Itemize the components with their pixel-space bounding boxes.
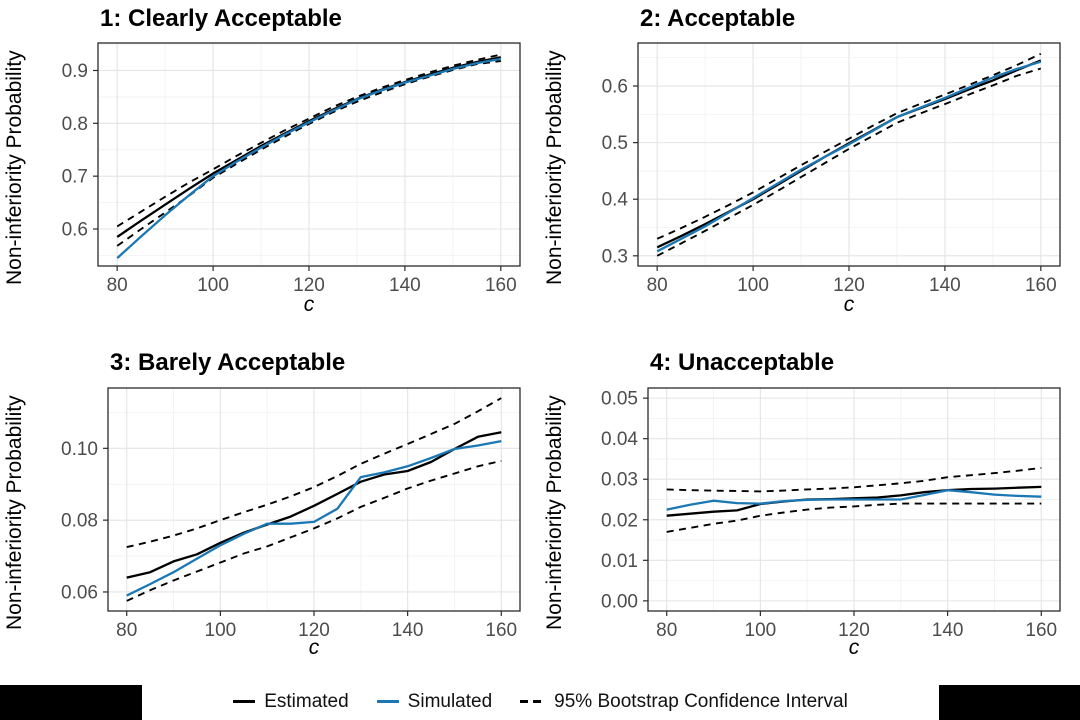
legend-item-estimated: Estimated [233,690,349,713]
x-axis-title: c [308,636,320,659]
svg-text:120: 120 [838,620,870,641]
panel-title: 4: Unacceptable [650,349,835,376]
y-axis-title: Non-inferiority Probability [543,395,566,630]
svg-text:0.6: 0.6 [602,77,628,98]
plot-area-1: 80 100 120 140 160 0.6 0.7 0.8 0.9 [62,42,521,296]
svg-text:140: 140 [929,275,961,296]
legend-row: Estimated Simulated 95% Bootstrap Confid… [0,680,1080,720]
svg-text:0.6: 0.6 [62,220,88,241]
svg-text:80: 80 [107,275,128,296]
panel-unacceptable: 80 100 120 140 160 0.00 0.01 0.02 0.03 0.04 0.05 N… [540,335,1080,680]
svg-text:0.4: 0.4 [602,190,629,211]
svg-text:0.8: 0.8 [62,114,88,135]
svg-text:0.05: 0.05 [601,389,638,410]
panel-clearly-acceptable: 80 100 120 140 160 0.6 0.7 0.8 0.9 Non-inferiori… [0,0,540,335]
svg-text:100: 100 [197,275,229,296]
svg-text:120: 120 [298,620,330,641]
plot-area-4: 80 100 120 140 160 0.00 0.01 0.02 0.03 0.04 0.05 [601,387,1061,641]
svg-text:160: 160 [1025,275,1057,296]
svg-text:160: 160 [485,275,517,296]
legend: Estimated Simulated 95% Bootstrap Confid… [142,680,939,720]
y-axis-title: Non-inferiority Probability [3,50,26,285]
svg-text:0.06: 0.06 [61,582,98,603]
redaction-bar-left [0,685,142,720]
svg-text:0.02: 0.02 [601,510,638,531]
svg-text:160: 160 [485,620,517,641]
panel-title: 3: Barely Acceptable [110,349,346,376]
x-axis-title: c [843,293,855,316]
legend-label: 95% Bootstrap Confidence Interval [554,690,848,712]
svg-text:0.3: 0.3 [602,246,628,267]
svg-text:100: 100 [737,275,769,296]
legend-item-ci: 95% Bootstrap Confidence Interval [520,691,848,713]
panel-barely-acceptable: 80 100 120 140 160 0.06 0.08 0.10 Non-inferiori… [0,335,540,680]
estimated-line-key [233,700,256,703]
svg-text:140: 140 [389,275,421,296]
svg-text:0.10: 0.10 [61,439,98,460]
panel-acceptable: 80 100 120 140 160 0.3 0.4 0.5 0.6 Non-inferiori… [540,0,1080,335]
legend-label: Simulated [407,690,493,712]
svg-text:0.01: 0.01 [601,551,638,572]
legend-item-simulated: Simulated [376,690,493,713]
plot-area-3: 80 100 120 140 160 0.06 0.08 0.10 [61,387,521,641]
svg-text:0.04: 0.04 [601,429,638,450]
plot-area-2: 80 100 120 140 160 0.3 0.4 0.5 0.6 [602,42,1061,296]
panel-title: 1: Clearly Acceptable [100,5,342,32]
simulated-line-key [376,700,399,703]
svg-text:140: 140 [932,620,964,641]
svg-text:120: 120 [293,275,325,296]
svg-text:0.9: 0.9 [62,61,88,82]
svg-text:80: 80 [647,275,668,296]
svg-text:100: 100 [205,620,237,641]
svg-text:140: 140 [392,620,424,641]
svg-text:160: 160 [1025,620,1057,641]
svg-text:0.00: 0.00 [601,591,638,612]
svg-text:80: 80 [656,620,677,641]
svg-text:100: 100 [745,620,777,641]
svg-text:0.03: 0.03 [601,470,638,491]
y-axis-title: Non-inferiority Probability [543,50,566,285]
redaction-bar-right [939,685,1080,720]
panel-title: 2: Acceptable [640,5,796,32]
x-axis-title: c [303,293,315,316]
svg-text:0.5: 0.5 [602,133,628,154]
svg-text:120: 120 [833,275,865,296]
y-axis-title: Non-inferiority Probability [3,395,26,630]
ci-dashed-line-key [520,700,546,703]
svg-text:0.7: 0.7 [62,167,88,188]
legend-label: Estimated [264,690,349,712]
x-axis-title: c [848,636,860,659]
svg-text:0.08: 0.08 [61,511,98,532]
svg-text:80: 80 [116,620,137,641]
